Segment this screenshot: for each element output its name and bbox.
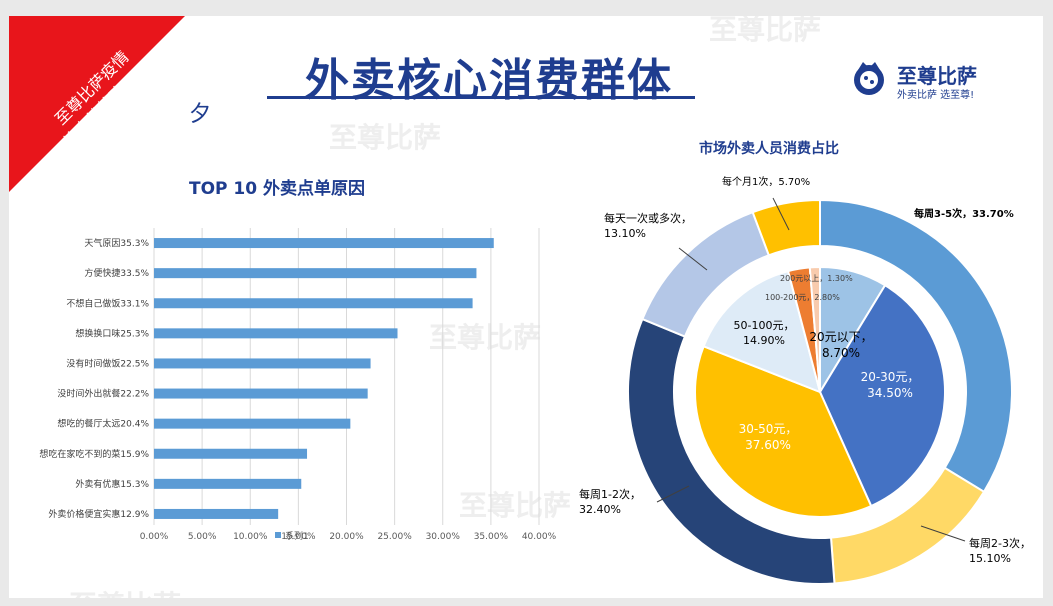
x-tick-label: 35.00%	[474, 532, 509, 542]
bar	[154, 448, 308, 459]
inner-data-label: 50-100元， 14.90%	[734, 319, 795, 347]
x-tick-label: 15.00%	[281, 532, 316, 542]
x-tick-label: 5.00%	[188, 532, 217, 542]
bar	[154, 358, 371, 369]
category-label: 没时间外出就餐22.2%	[57, 388, 149, 400]
bar	[154, 268, 477, 279]
inner-data-label: 20-30元， 34.50%	[861, 370, 920, 400]
pie-chart-title: 市场外卖人员消费占比	[699, 141, 839, 157]
bar	[154, 298, 473, 309]
logo-tagline: 外卖比萨 选至尊!	[897, 90, 975, 101]
corner-ribbon	[9, 16, 185, 194]
x-tick-label: 30.00%	[426, 532, 461, 542]
outer-data-label: 每天一次或多次， 13.10%	[604, 211, 692, 240]
leader-line	[678, 247, 708, 271]
category-label: 外卖有优惠15.3%	[75, 478, 149, 490]
bar	[154, 328, 398, 339]
outer-ring-slice	[819, 198, 1013, 494]
legend-label: 系列1	[285, 530, 309, 542]
inner-data-label: 200元以上，1.30%	[780, 274, 853, 283]
category-label: 外卖价格便宜实惠12.9%	[48, 508, 149, 520]
category-label: 没有时间做饭22.5%	[66, 357, 149, 369]
slide: 至尊比萨 至尊比萨 至尊比萨 至尊比萨 至尊比萨 至尊比萨疫情 抗击战战略v2.…	[9, 16, 1043, 598]
inner-data-label: 30-50元， 37.60%	[739, 422, 798, 452]
x-tick-label: 0.00%	[140, 532, 169, 542]
outer-data-label: 每周2-3次， 15.10%	[969, 536, 1031, 565]
bar	[154, 508, 279, 519]
inner-pie-slice	[694, 344, 873, 518]
category-label: 天气原因35.3%	[84, 237, 149, 249]
x-tick-label: 25.00%	[377, 532, 412, 542]
pizza-crown-icon	[854, 62, 884, 95]
title-underline	[267, 96, 695, 99]
bar	[154, 478, 302, 489]
category-label: 不想自己做饭33.1%	[66, 297, 149, 309]
x-tick-label: 40.00%	[522, 532, 557, 542]
outer-data-label: 每周1-2次， 32.40%	[579, 487, 641, 516]
category-label: 想吃在家吃不到的菜15.9%	[39, 448, 149, 460]
bar	[154, 418, 351, 429]
outer-data-label: 每周3-5次，33.70%	[914, 207, 1014, 220]
leader-line	[656, 485, 690, 503]
x-tick-label: 10.00%	[233, 532, 268, 542]
bar	[154, 388, 368, 399]
outer-data-label: 每个月1次，5.70%	[722, 175, 810, 188]
category-label: 方便快捷33.5%	[84, 267, 149, 279]
logo-name: 至尊比萨	[897, 64, 977, 88]
inner-pie-slice	[808, 265, 821, 393]
donut-chart: 每周3-5次，33.70% 每周2-3次， 15.10% 每周1-2次， 32.40% 每…	[579, 175, 1031, 585]
category-label: 想吃的餐厅太远20.4%	[57, 418, 149, 430]
leader-line	[772, 197, 790, 231]
inner-pie-slice	[818, 283, 946, 508]
inner-data-label: 20元以下， 8.70%	[809, 330, 872, 360]
brand-logo: 至尊比萨 外卖比萨 选至尊!	[849, 54, 1039, 104]
category-label: 想换换口味25.3%	[75, 327, 149, 339]
stray-glyph: 夕	[189, 102, 212, 127]
inner-data-label: 100-200元，2.80%	[765, 293, 840, 302]
outer-ring-slice	[751, 198, 821, 257]
bar-chart-title: TOP 10 外卖点单原因	[189, 179, 366, 199]
bar-chart: 0.00% 5.00% 10.00% 15.00% 20.00% 25.00% 30.00%…	[39, 228, 557, 542]
x-tick-label: 20.00%	[329, 532, 364, 542]
leader-line	[920, 525, 966, 542]
legend-swatch	[275, 532, 281, 538]
bar	[154, 238, 494, 249]
inner-pie-slice	[702, 269, 822, 394]
